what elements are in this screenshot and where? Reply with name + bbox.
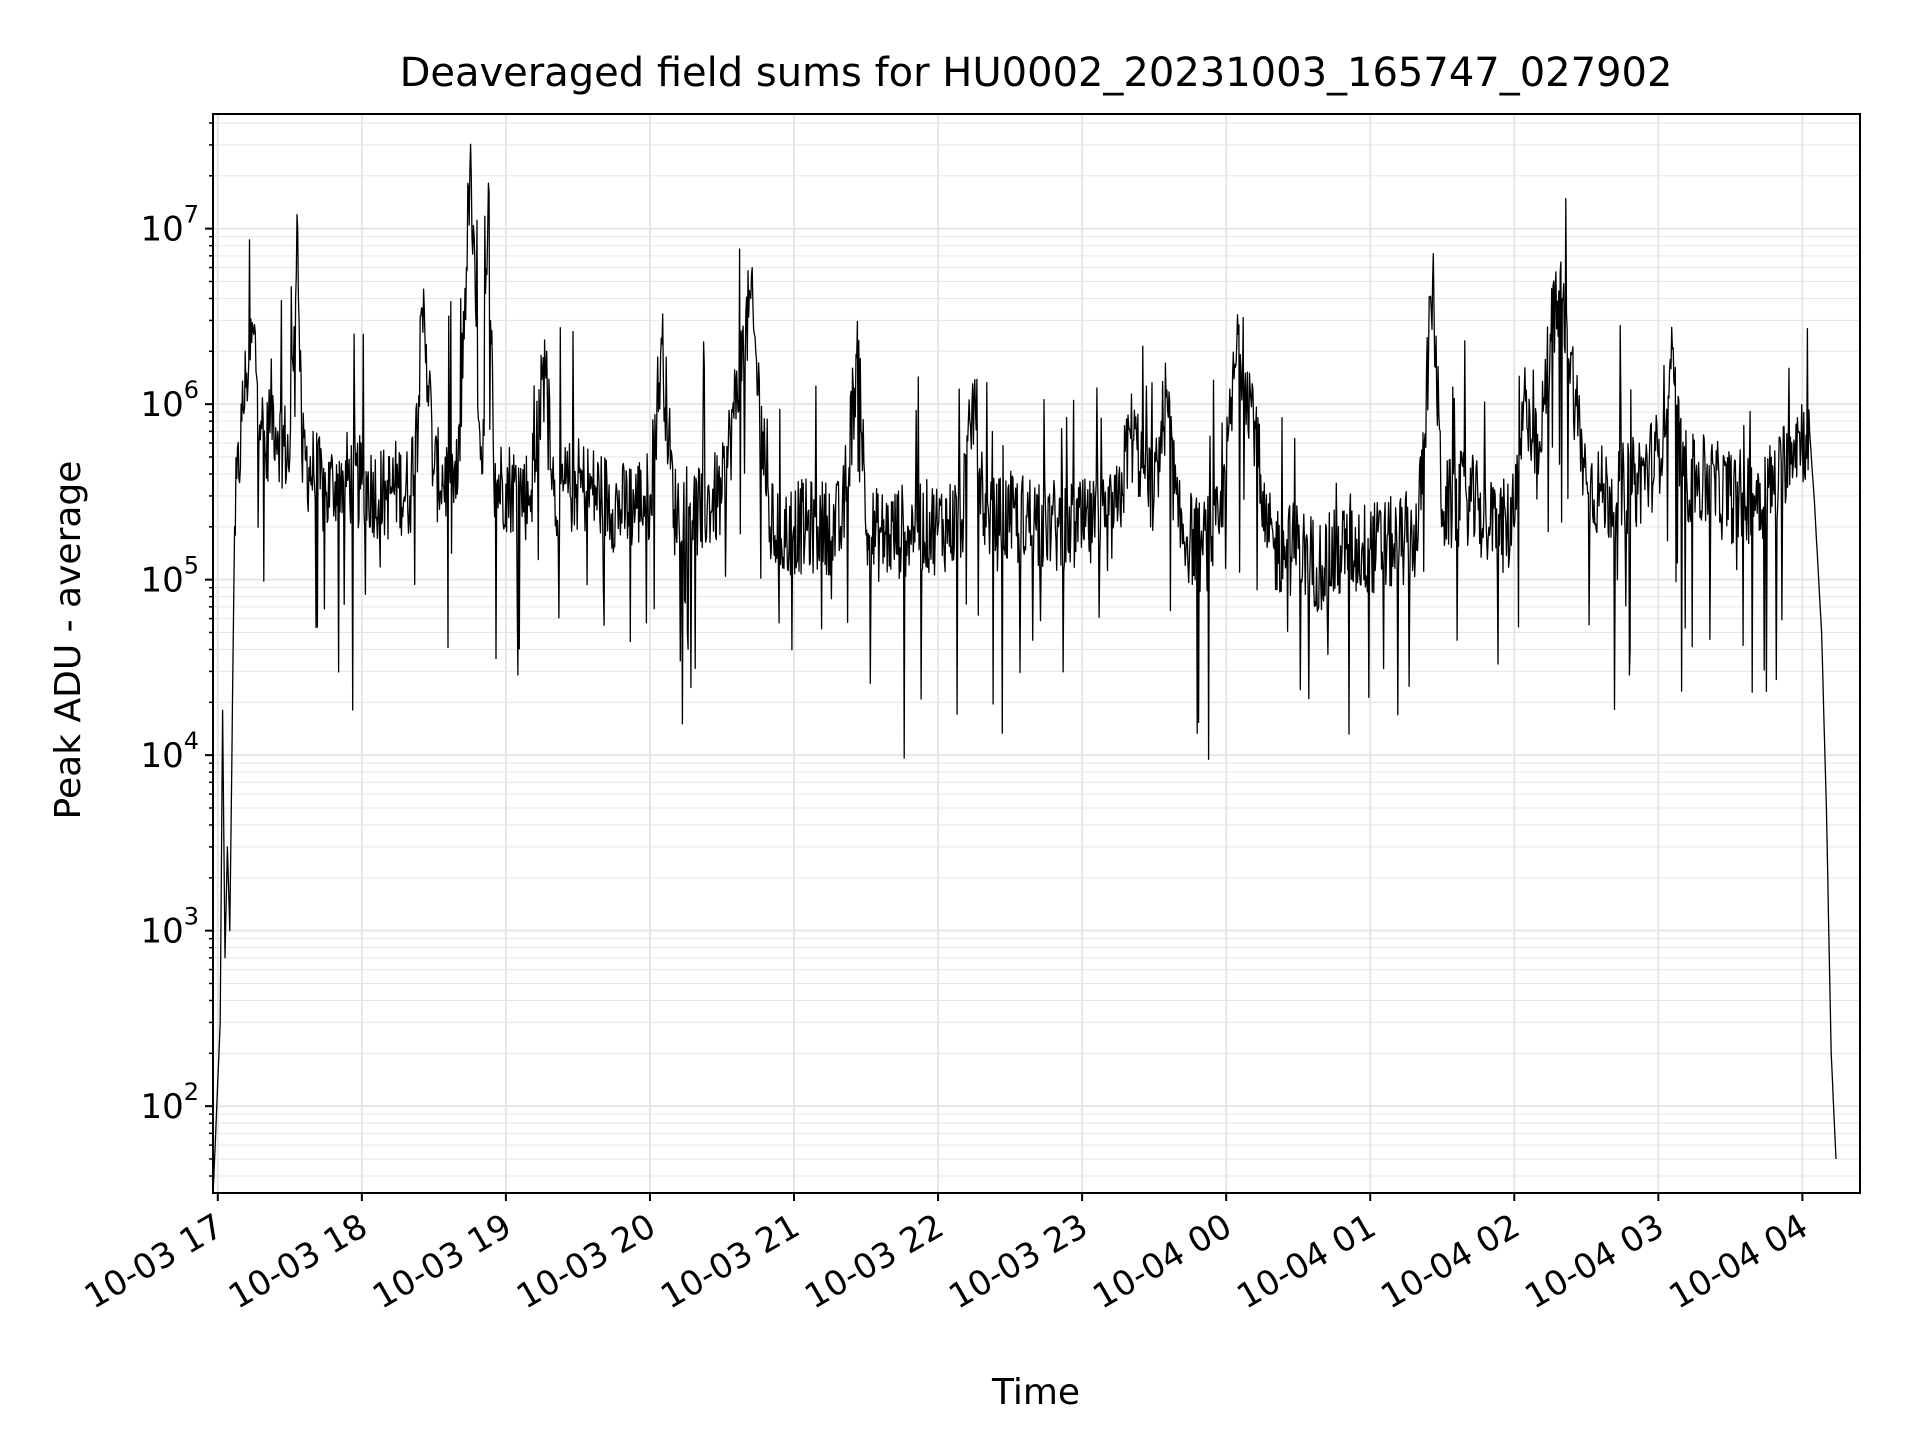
y-tick-label: 106 xyxy=(140,376,199,425)
y-tick-label: 105 xyxy=(140,552,199,601)
y-tick-label: 102 xyxy=(140,1078,199,1127)
grid xyxy=(213,114,1860,1193)
x-axis-label: Time xyxy=(991,1372,1080,1413)
data-series xyxy=(212,143,1837,1194)
plot-frame xyxy=(212,113,1861,1194)
y-tick-label: 107 xyxy=(140,201,199,250)
y-axis-label: Peak ADU - average xyxy=(48,461,89,820)
y-axis-ticks: 102 103 104 105 106 107 xyxy=(140,122,213,1177)
y-tick-label: 103 xyxy=(140,903,199,952)
series-line xyxy=(212,143,1837,1194)
chart-title: Deaveraged field sums for HU0002_2023100… xyxy=(400,50,1673,96)
y-tick-label: 104 xyxy=(140,727,199,776)
